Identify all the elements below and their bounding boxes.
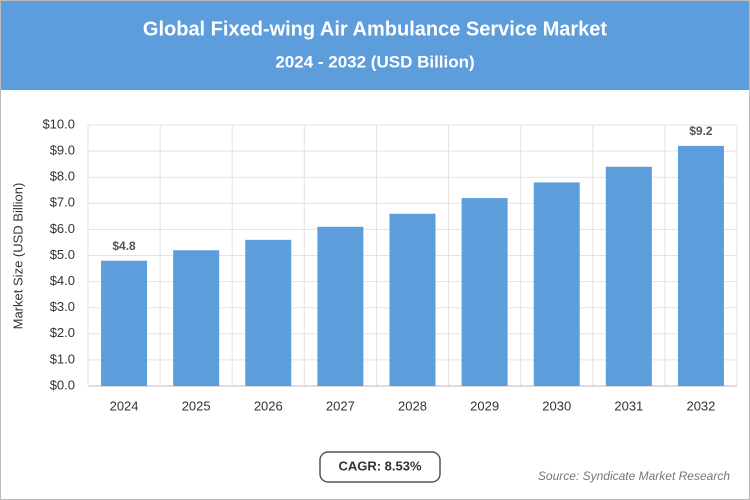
x-tick-label: 2030 — [542, 398, 571, 413]
bar — [461, 198, 508, 386]
annotation: CAGR: 8.53% — [338, 458, 422, 473]
x-tick-label: 2028 — [398, 398, 427, 413]
chart-title: Global Fixed-wing Air Ambulance Service … — [143, 18, 608, 40]
x-tick-label: 2031 — [614, 398, 643, 413]
y-tick-label: $10.0 — [42, 116, 75, 131]
bar — [605, 166, 652, 386]
y-tick-label: $4.0 — [50, 273, 75, 288]
data-label: $9.2 — [689, 124, 713, 138]
annotation-box — [319, 451, 441, 483]
x-tick-label: 2032 — [686, 398, 715, 413]
x-tick-label: 2025 — [182, 398, 211, 413]
bar — [317, 226, 364, 386]
y-tick-label: $1.0 — [50, 351, 75, 366]
y-axis-label: Market Size (USD Billion) — [10, 183, 25, 330]
bar — [245, 239, 292, 386]
y-tick-label: $0.0 — [50, 377, 75, 392]
x-tick-label: 2027 — [326, 398, 355, 413]
x-tick-label: 2029 — [470, 398, 499, 413]
y-tick-label: $3.0 — [50, 299, 75, 314]
y-tick-label: $8.0 — [50, 169, 75, 184]
x-tick-label: 2026 — [254, 398, 283, 413]
bar — [533, 182, 580, 386]
data-label: $4.8 — [112, 239, 136, 253]
y-tick-label: $9.0 — [50, 143, 75, 158]
y-tick-label: $2.0 — [50, 325, 75, 340]
chart-subtitle: 2024 - 2032 (USD Billion) — [275, 52, 474, 71]
bar — [173, 250, 220, 386]
source: Source: Syndicate Market Research — [538, 469, 730, 483]
bar — [101, 260, 148, 386]
y-tick-label: $6.0 — [50, 221, 75, 236]
bar — [389, 213, 436, 386]
y-tick-label: $7.0 — [50, 195, 75, 210]
y-tick-label: $5.0 — [50, 247, 75, 262]
header-band — [1, 1, 749, 90]
x-tick-label: 2024 — [110, 398, 139, 413]
bar — [677, 145, 724, 386]
